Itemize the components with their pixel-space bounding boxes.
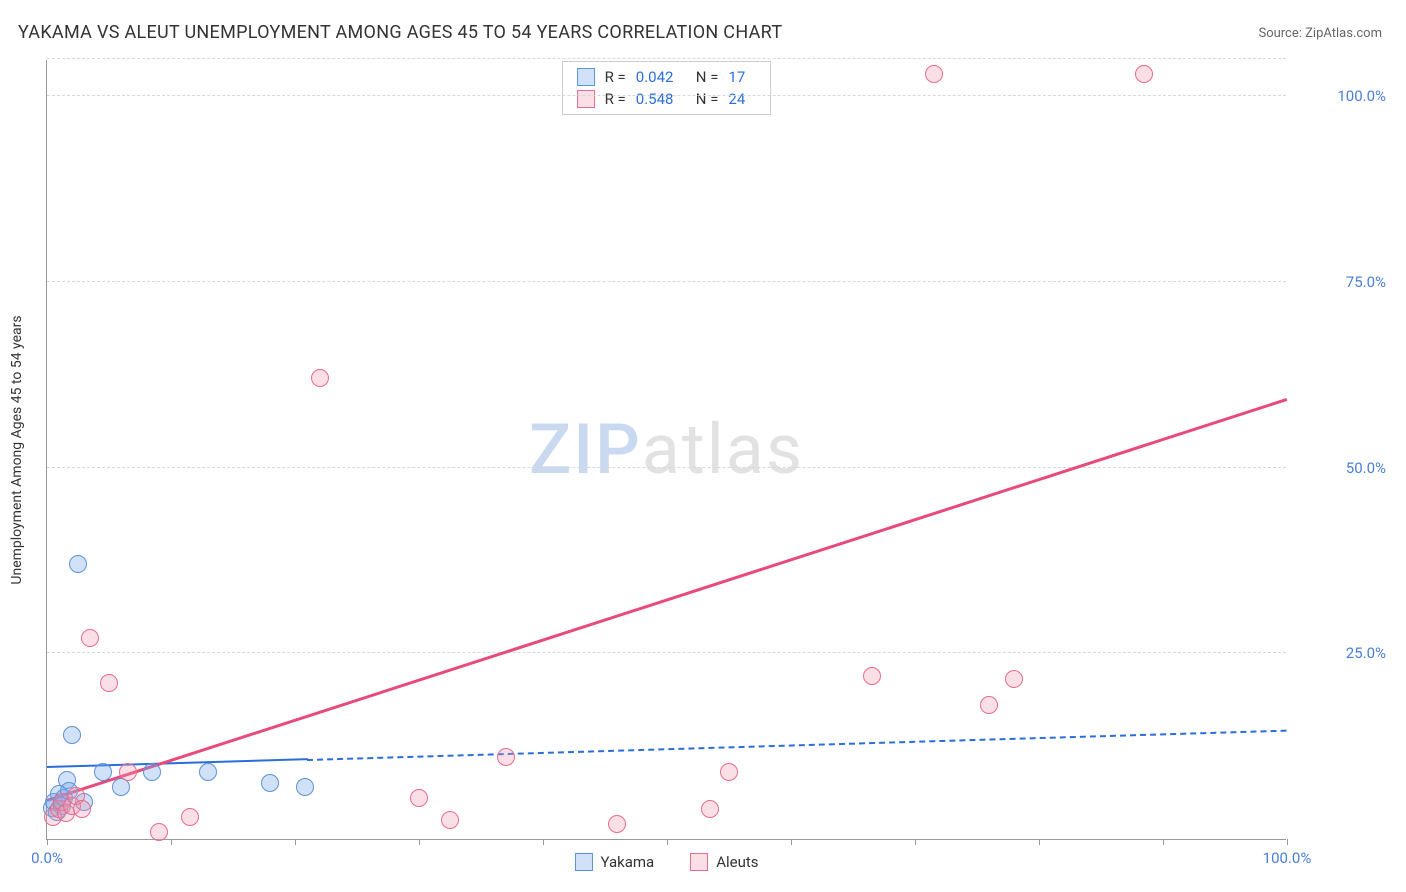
trend-line — [307, 729, 1287, 760]
stat-r-label: R = — [605, 90, 626, 108]
stat-r-value: 0.042 — [636, 68, 686, 86]
x-tick — [791, 839, 792, 845]
gridline — [47, 95, 1286, 96]
x-tick — [1039, 839, 1040, 845]
gridline — [47, 467, 1286, 468]
data-point — [720, 763, 738, 781]
data-point — [100, 674, 118, 692]
legend-item: Yakama — [574, 853, 654, 871]
stat-r-value: 0.548 — [636, 90, 686, 108]
x-tick-label: 0.0% — [31, 849, 63, 867]
data-point — [701, 800, 719, 818]
watermark: ZIPatlas — [529, 409, 804, 491]
data-point — [63, 726, 81, 744]
stat-n-value: 17 — [728, 68, 756, 86]
x-tick-label: 100.0% — [1263, 849, 1312, 867]
scatter-plot-area: Unemployment Among Ages 45 to 54 years Z… — [46, 60, 1286, 840]
data-point — [150, 823, 168, 841]
data-point — [261, 774, 279, 792]
gridline — [47, 58, 1286, 59]
source-attribution: Source: ZipAtlas.com — [1258, 26, 1382, 41]
data-point — [199, 763, 217, 781]
data-point — [73, 800, 91, 818]
stat-n-value: 24 — [728, 90, 756, 108]
data-point — [925, 65, 943, 83]
chart-title: YAKAMA VS ALEUT UNEMPLOYMENT AMONG AGES … — [18, 22, 782, 43]
legend-label: Aleuts — [716, 853, 758, 871]
x-tick — [1287, 839, 1288, 845]
legend-swatch — [577, 68, 595, 86]
x-tick — [543, 839, 544, 845]
data-point — [119, 763, 137, 781]
data-point — [69, 555, 87, 573]
data-point — [1005, 670, 1023, 688]
x-tick — [47, 839, 48, 845]
data-point — [181, 808, 199, 826]
legend-item: Aleuts — [690, 853, 758, 871]
trend-line — [47, 759, 307, 769]
data-point — [296, 778, 314, 796]
data-point — [143, 763, 161, 781]
data-point — [81, 629, 99, 647]
data-point — [608, 815, 626, 833]
trend-line — [47, 398, 1288, 802]
data-point — [410, 789, 428, 807]
x-tick — [915, 839, 916, 845]
stat-n-label: N = — [696, 90, 719, 108]
legend-swatch — [574, 853, 592, 871]
data-point — [311, 369, 329, 387]
x-tick — [419, 839, 420, 845]
legend-swatch — [577, 90, 595, 108]
stat-n-label: N = — [696, 68, 719, 86]
x-tick — [1163, 839, 1164, 845]
correlation-stats-box: R = 0.042 N = 17 R = 0.548 N = 24 — [562, 61, 772, 115]
data-point — [94, 763, 112, 781]
x-tick — [667, 839, 668, 845]
stat-r-label: R = — [605, 68, 626, 86]
stats-row: R = 0.548 N = 24 — [563, 88, 771, 110]
y-tick-label: 100.0% — [1296, 87, 1386, 105]
y-tick-label: 50.0% — [1296, 459, 1386, 477]
data-point — [1135, 65, 1153, 83]
x-tick — [171, 839, 172, 845]
watermark-atlas: atlas — [642, 409, 804, 491]
x-tick — [295, 839, 296, 845]
legend-label: Yakama — [600, 853, 654, 871]
gridline — [47, 281, 1286, 282]
data-point — [863, 667, 881, 685]
y-tick-label: 75.0% — [1296, 273, 1386, 291]
gridline — [47, 652, 1286, 653]
y-axis-label: Unemployment Among Ages 45 to 54 years — [9, 315, 25, 584]
watermark-zip: ZIP — [529, 409, 642, 491]
data-point — [497, 748, 515, 766]
legend-swatch — [690, 853, 708, 871]
data-point — [441, 811, 459, 829]
y-tick-label: 25.0% — [1296, 644, 1386, 662]
data-point — [980, 696, 998, 714]
series-legend: Yakama Aleuts — [574, 853, 758, 871]
stats-row: R = 0.042 N = 17 — [563, 66, 771, 88]
